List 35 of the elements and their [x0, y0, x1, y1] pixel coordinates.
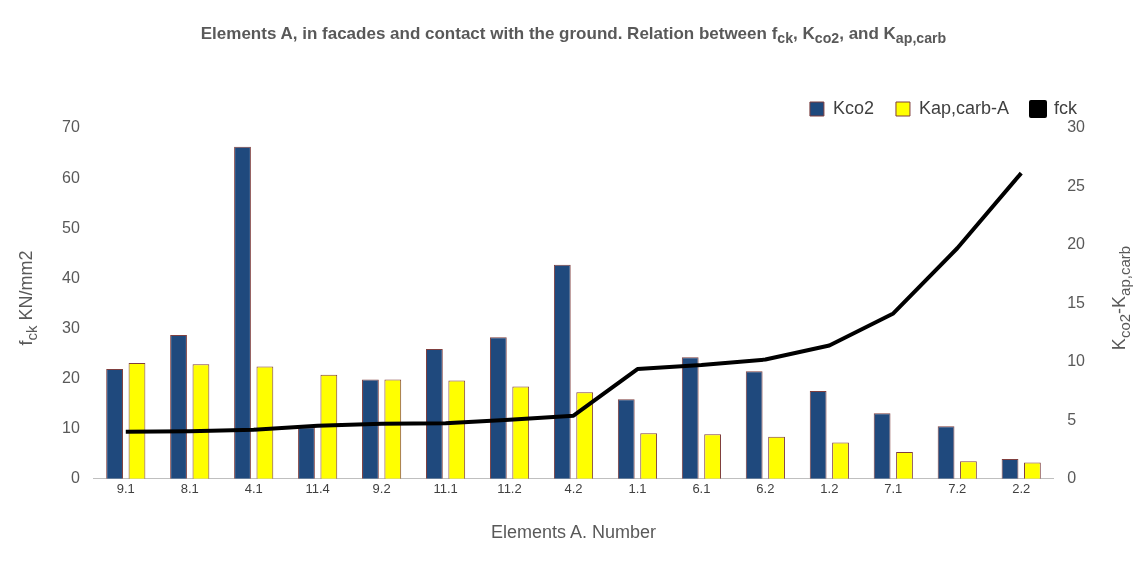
x-tick-label: 1.1: [628, 481, 647, 497]
chart-title: Elements A, in facades and contact with the ground. Relation between f$_{ck}$, K$_{co2}$, and K$_{ap,carb}$: [199, 24, 948, 47]
x-tick-label: 6.1: [692, 481, 711, 497]
x-axis-title: Elements A. Number: [490, 522, 657, 543]
y2-tick-label: 25: [1067, 176, 1086, 194]
x-tick-label: 1.2: [820, 481, 839, 497]
legend-label: fck: [1054, 97, 1078, 118]
y2-tick-label: 15: [1067, 293, 1086, 311]
y-tick-label: 20: [62, 368, 80, 386]
y2-tick-label: 0: [1067, 469, 1077, 487]
y-tick-label: 50: [62, 218, 80, 236]
x-tick-label: 4.2: [564, 481, 583, 497]
y2-tick-label: 5: [1067, 410, 1077, 428]
x-tick-label: 11.2: [497, 481, 522, 497]
x-tick-label: 9.2: [372, 481, 391, 497]
y-tick-label: 70: [62, 118, 80, 136]
x-tick-label: 7.2: [948, 481, 967, 497]
x-tick-label: 11.1: [433, 481, 458, 497]
y-tick-label: 10: [62, 419, 80, 437]
x-tick-label: 4.1: [244, 481, 263, 497]
legend-label: Kap,carb-A: [918, 97, 1009, 118]
y-tick-label: 30: [62, 318, 80, 336]
y-tick-label: 40: [62, 268, 80, 286]
y2-tick-label: 10: [1067, 352, 1086, 370]
x-tick-label: 9.1: [116, 481, 135, 497]
x-tick-label: 8.1: [180, 481, 199, 497]
y2-tick-label: 20: [1067, 235, 1086, 253]
x-tick-label: 6.2: [756, 481, 775, 497]
x-tick-label: 7.1: [884, 481, 903, 497]
x-tick-label: 11.4: [305, 481, 330, 497]
y-tick-label: 0: [70, 469, 80, 487]
y2-tick-label: 30: [1067, 118, 1086, 136]
y-tick-label: 60: [62, 168, 80, 186]
legend-label: Kco2: [832, 97, 874, 118]
x-tick-label: 2.2: [1012, 481, 1031, 497]
